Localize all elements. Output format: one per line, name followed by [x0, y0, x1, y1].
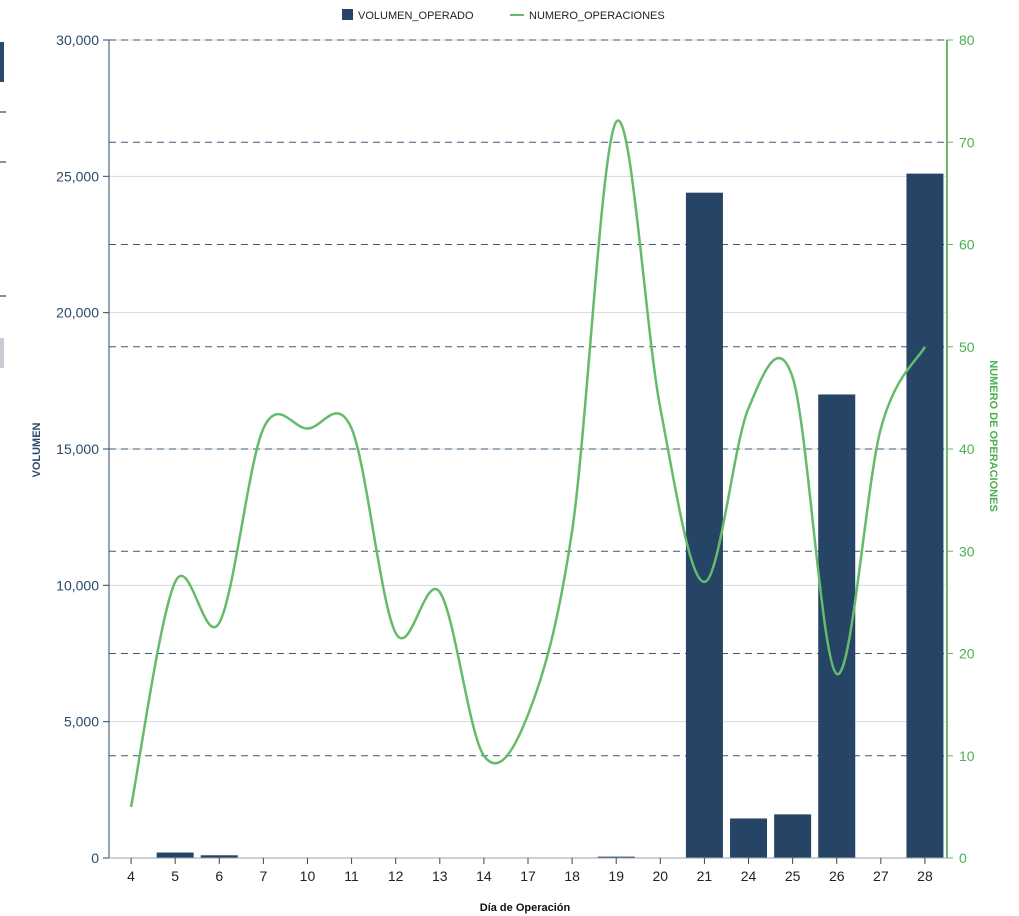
bar: [597, 856, 635, 858]
left-edge-fragments: [0, 42, 6, 368]
y-axis-title: VOLUMEN: [31, 422, 43, 477]
x-tick-label: 4: [127, 868, 135, 884]
legend-label-volumen: VOLUMEN_OPERADO: [358, 10, 474, 22]
x-tick-label: 25: [785, 868, 801, 884]
line-operaciones: [129, 119, 927, 808]
bar: [774, 814, 812, 858]
y-tick-label: 25,000: [56, 168, 99, 184]
y-tick-label: 15,000: [56, 441, 99, 457]
bar: [730, 818, 768, 858]
x-tick-label: 6: [215, 868, 223, 884]
y2-tick-label: 50: [959, 339, 975, 355]
x-tick-label: 12: [388, 868, 404, 884]
y2-tick-label: 60: [959, 237, 975, 253]
y2-axis-title: NUMERO DE OPERACIONES: [987, 360, 999, 512]
y-tick-label: 30,000: [56, 32, 99, 48]
y-tick-label: 5,000: [64, 714, 99, 730]
y-tick-label: 10,000: [56, 577, 99, 593]
x-tick-label: 19: [608, 868, 624, 884]
legend-label-operaciones: NUMERO_OPERACIONES: [529, 10, 665, 22]
x-tick-label: 17: [520, 868, 536, 884]
y2-tick-label: 70: [959, 134, 975, 150]
x-tick-label: 21: [697, 868, 713, 884]
bar: [156, 852, 194, 858]
line-series: [129, 119, 927, 808]
cropped-gray-block: [0, 338, 4, 368]
x-tick-label: 18: [564, 868, 580, 884]
legend: VOLUMEN_OPERADO NUMERO_OPERACIONES: [342, 9, 665, 22]
x-tick-label: 11: [344, 868, 359, 884]
bar: [818, 394, 856, 858]
x-tick-label: 26: [829, 868, 845, 884]
x-tick-label: 7: [259, 868, 267, 884]
y2-tick-label: 80: [959, 32, 975, 48]
y-tick-label: 0: [91, 850, 99, 866]
x-tick-label: 28: [917, 868, 933, 884]
y2-tick-label: 30: [959, 543, 975, 559]
x-tick-label: 24: [741, 868, 757, 884]
x-tick-label: 10: [300, 868, 316, 884]
grid-right: [109, 39, 947, 757]
x-tick-label: 5: [171, 868, 179, 884]
x-tick-label: 20: [653, 868, 669, 884]
x-tick-label: 13: [432, 868, 448, 884]
ticks-x: 4 5 6 7 10 11 12 13 14 17 18 19 20 21 24 25 26 27 28: [127, 858, 933, 884]
cropped-dark-block: [0, 42, 4, 82]
x-tick-label: 14: [476, 868, 492, 884]
legend-swatch-volumen: [342, 9, 353, 20]
y2-tick-label: 0: [959, 850, 967, 866]
bar: [906, 173, 944, 858]
y2-tick-label: 10: [959, 748, 975, 764]
ticks-right: 0 10 20 30 40 50 60 70 80: [947, 32, 975, 866]
ticks-left: 0 5,000 10,000 15,000 20,000 25,000 30,000: [56, 32, 109, 866]
y2-tick-label: 40: [959, 441, 975, 457]
y2-tick-label: 20: [959, 646, 975, 662]
y-tick-label: 20,000: [56, 305, 99, 321]
bar: [685, 192, 723, 858]
x-axis-title: Día de Operación: [480, 902, 571, 914]
bar: [200, 855, 238, 858]
bars: [156, 173, 944, 858]
x-tick-label: 27: [873, 868, 889, 884]
